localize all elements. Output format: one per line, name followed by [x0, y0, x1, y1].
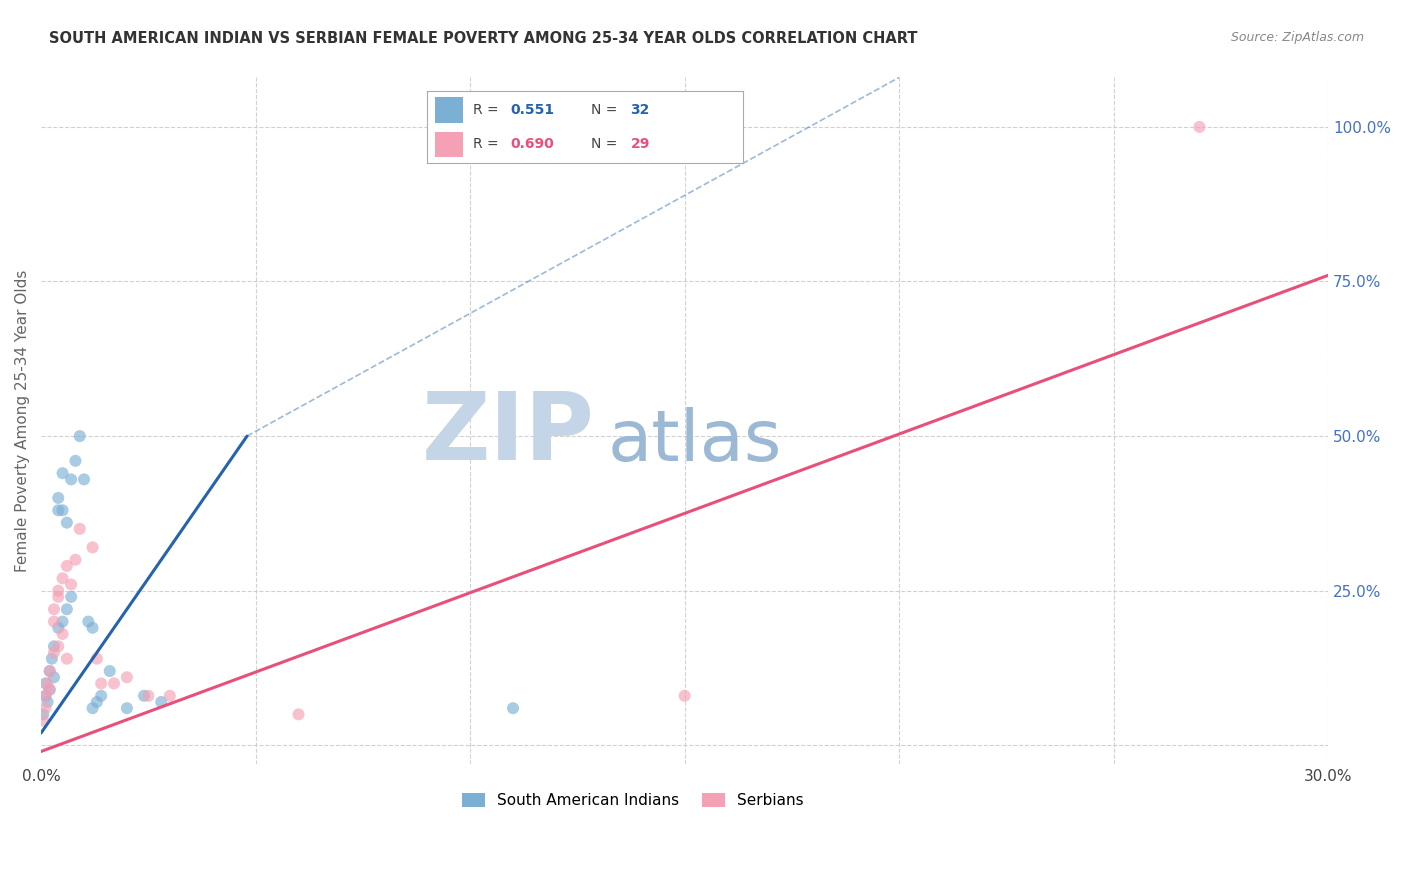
Text: ZIP: ZIP: [422, 388, 595, 481]
Point: [98, 664, 121, 678]
Point: [65, 553, 87, 567]
Point: [65, 454, 87, 468]
Point: [37, 676, 59, 690]
Point: [34, 689, 56, 703]
Y-axis label: Female Poverty Among 25-34 Year Olds: Female Poverty Among 25-34 Year Olds: [15, 269, 30, 572]
Point: [159, 689, 181, 703]
Point: [86, 695, 108, 709]
Point: [38, 664, 60, 678]
Point: [73, 472, 96, 486]
Point: [86, 651, 108, 665]
Point: [103, 676, 125, 690]
Point: [46, 583, 69, 598]
Point: [90, 689, 112, 703]
Point: [32, 714, 55, 728]
Point: [34, 701, 56, 715]
Point: [69, 522, 91, 536]
Point: [51, 627, 73, 641]
Point: [673, 689, 696, 703]
Point: [502, 701, 524, 715]
Point: [77, 615, 100, 629]
Point: [34, 689, 56, 703]
Point: [56, 651, 79, 665]
Point: [138, 689, 160, 703]
Point: [115, 701, 138, 715]
Point: [56, 602, 79, 616]
Point: [38, 664, 60, 678]
Point: [60, 577, 83, 591]
Text: Source: ZipAtlas.com: Source: ZipAtlas.com: [1230, 31, 1364, 45]
Point: [38, 682, 60, 697]
Point: [51, 466, 73, 480]
Point: [82, 541, 104, 555]
Legend: South American Indians, Serbians: South American Indians, Serbians: [456, 788, 810, 814]
Point: [46, 503, 69, 517]
Point: [37, 695, 59, 709]
Point: [115, 670, 138, 684]
Point: [1188, 120, 1211, 134]
Point: [150, 695, 173, 709]
Point: [42, 646, 65, 660]
Point: [42, 602, 65, 616]
Point: [34, 676, 56, 690]
Point: [90, 676, 112, 690]
Point: [46, 590, 69, 604]
Point: [46, 491, 69, 505]
Point: [60, 590, 83, 604]
Point: [38, 682, 60, 697]
Point: [51, 615, 73, 629]
Text: atlas: atlas: [607, 407, 782, 475]
Point: [41, 651, 63, 665]
Point: [132, 689, 155, 703]
Point: [82, 701, 104, 715]
Point: [32, 707, 55, 722]
Point: [69, 429, 91, 443]
Point: [42, 640, 65, 654]
Point: [42, 670, 65, 684]
Point: [82, 621, 104, 635]
Point: [56, 516, 79, 530]
Point: [51, 571, 73, 585]
Point: [60, 472, 83, 486]
Text: SOUTH AMERICAN INDIAN VS SERBIAN FEMALE POVERTY AMONG 25-34 YEAR OLDS CORRELATIO: SOUTH AMERICAN INDIAN VS SERBIAN FEMALE …: [49, 31, 918, 46]
Point: [46, 621, 69, 635]
Point: [56, 558, 79, 573]
Point: [42, 615, 65, 629]
Point: [46, 640, 69, 654]
Point: [287, 707, 309, 722]
Point: [51, 503, 73, 517]
